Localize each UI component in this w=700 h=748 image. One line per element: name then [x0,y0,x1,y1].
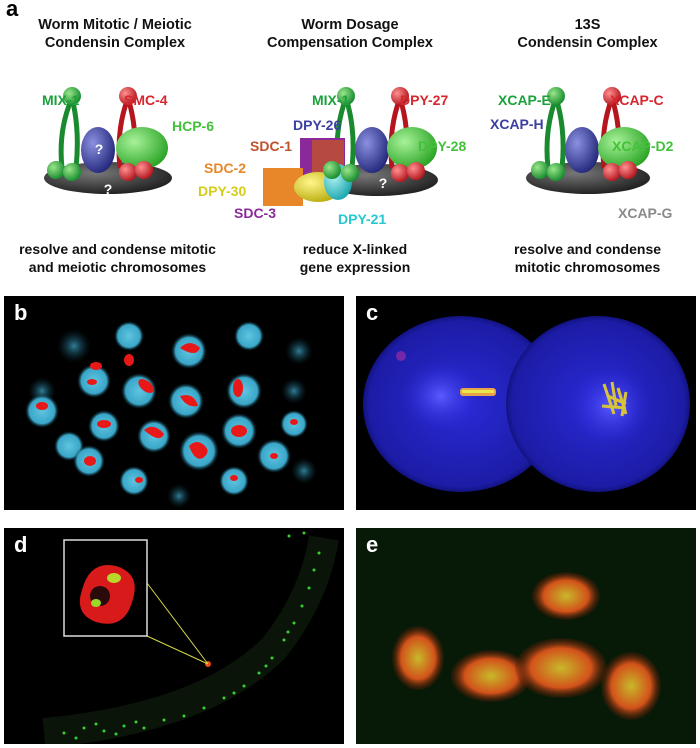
complex-1-caption-line2: and meiotic chromosomes [28,259,207,275]
question-mark-1b: ? [104,181,113,197]
label-mix-1-dcc: MIX-1 [312,92,350,108]
label-xcap-h: XCAP-H [490,116,544,132]
label-dpy-30: DPY-30 [198,183,247,199]
condensin-diagram-13s [526,87,650,194]
label-dpy-26: DPY-26 [293,117,342,133]
complex-3-caption-line1: resolve and condense [513,241,662,257]
complex-3-caption-line2: mitotic chromosomes [514,259,661,275]
label-sdc-2: SDC-2 [204,160,247,176]
panel-b-nuclei [25,321,317,508]
question-mark-1a: ? [95,141,104,157]
label-xcap-d2: XCAP-D2 [612,138,674,154]
complex-2-caption: reduce X-linked gene expression [240,240,470,276]
complex-2-caption-line2: gene expression [299,259,411,275]
complex-1-caption: resolve and condense mitotic and meiotic… [0,240,235,276]
complex-diagrams: ? ? ? [44,87,650,206]
panel-d-gonad [42,531,339,744]
label-xcap-g: XCAP-G [618,205,673,221]
complex-2-caption-line1: reduce X-linked [302,241,408,257]
complex-1-title-line2: Condensin Complex [44,35,186,51]
panel-letter-d: d [14,532,28,557]
label-sdc-3: SDC-3 [234,205,277,221]
panel-c-embryo [363,316,690,492]
panel-c-micrograph: c [356,296,696,510]
complex-2-title-line2: Compensation Complex [267,35,433,51]
complex-3-caption: resolve and condense mitotic chromosomes [475,240,700,276]
label-smc-4: SMC-4 [124,92,168,108]
panel-letter-c: c [366,300,379,325]
label-sdc-1: SDC-1 [250,138,293,154]
panel-letter-a: a [6,0,19,21]
label-xcap-e: XCAP-E [498,92,551,108]
panel-b-micrograph: b [4,296,344,510]
complex-3-title: 13S Condensin Complex [475,16,700,52]
panel-d-micrograph: d [4,528,344,744]
label-dpy-21: DPY-21 [338,211,387,227]
label-dpy-28: DPY-28 [418,138,467,154]
panel-letter-b: b [14,300,28,325]
complex-3-title-line1: 13S [574,17,601,33]
question-mark-2: ? [379,175,388,191]
panel-e-chromosomes [356,528,696,744]
complex-1-title: Worm Mitotic / Meiotic Condensin Complex [0,16,230,52]
label-dpy-27: DPY-27 [400,92,449,108]
panel-e-micrograph: e [356,528,696,744]
complex-1-caption-line1: resolve and condense mitotic [19,241,216,257]
label-mix-1: MIX-1 [42,92,80,108]
complex-2-title-line1: Worm Dosage [301,17,399,33]
label-xcap-c: XCAP-C [610,92,664,108]
condensin-diagram-1: ? ? [44,87,172,197]
dosage-compensation-diagram: ? [263,87,438,206]
label-hcp-6: HCP-6 [172,118,215,134]
complex-3-title-line2: Condensin Complex [517,35,658,51]
complex-2-title: Worm Dosage Compensation Complex [235,16,465,52]
complex-1-title-line1: Worm Mitotic / Meiotic [38,17,192,33]
panel-letter-e: e [366,532,379,557]
